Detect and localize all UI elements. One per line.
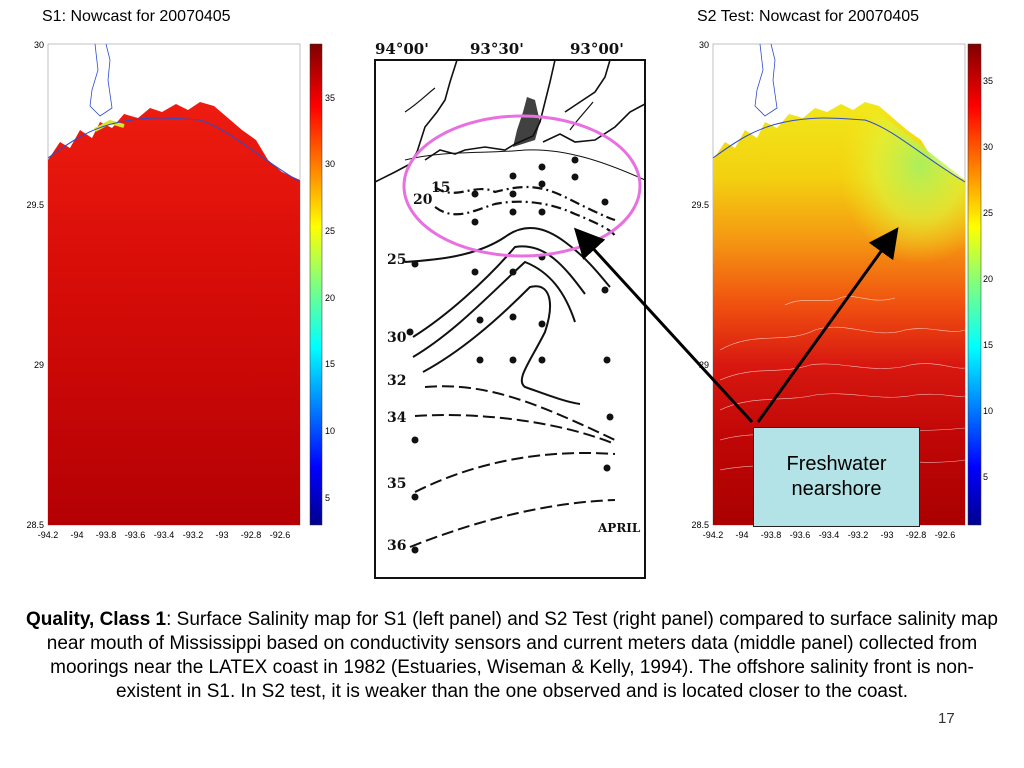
left-ytick: 30	[34, 40, 44, 50]
contour-label: 25	[387, 252, 406, 268]
right-colorbar-tick: 10	[983, 406, 993, 416]
contour-20	[434, 200, 617, 238]
contour-32b	[424, 385, 616, 441]
freshwater-nearshore-box: Freshwater nearshore	[753, 427, 920, 527]
lon-label: 94°00'	[375, 40, 429, 58]
arrow-to-right	[756, 227, 899, 423]
contour-label: 34	[387, 410, 407, 426]
contour-label: 35	[387, 476, 406, 492]
left-xtick: -93.6	[125, 530, 146, 540]
contour-32	[422, 285, 581, 405]
left-colorbar-tick: 35	[325, 93, 335, 103]
left-ytick: 28.5	[26, 520, 44, 530]
left-xtick: -93.2	[183, 530, 204, 540]
right-colorbar-tick: 25	[983, 208, 993, 218]
contour-36	[409, 499, 616, 548]
lon-label: 93°30'	[470, 40, 524, 58]
left-colorbar-tick: 15	[325, 359, 335, 369]
right-colorbar-tick: 30	[983, 142, 993, 152]
right-xtick: -94	[735, 530, 748, 540]
right-xtick: -93.6	[790, 530, 811, 540]
right-ytick: 29.5	[691, 200, 709, 210]
lon-label: 93°00'	[570, 40, 624, 58]
right-xtick: -93	[880, 530, 893, 540]
arrow-to-middle	[573, 227, 754, 424]
contour-label: 20	[413, 192, 433, 208]
contour-label: 15	[431, 180, 450, 196]
right-colorbar-tick: 5	[983, 472, 988, 482]
left-ytick: 29	[34, 360, 44, 370]
contour-label: 30	[387, 330, 407, 346]
contour-30a	[412, 245, 586, 338]
right-ytick: 30	[699, 40, 709, 50]
right-coastline	[712, 117, 966, 183]
right-ytick: 29	[699, 360, 709, 370]
right-xtick: -93.8	[761, 530, 782, 540]
left-xtick: -92.8	[241, 530, 262, 540]
left-xtick: -94	[70, 530, 83, 540]
right-ytick: 28.5	[691, 520, 709, 530]
delta-shape	[513, 97, 540, 147]
right-river	[754, 43, 778, 117]
left-xtick: -93	[215, 530, 228, 540]
left-xtick: -93.4	[154, 530, 175, 540]
contour-15	[434, 185, 616, 222]
left-ytick: 29.5	[26, 200, 44, 210]
right-xtick: -93.4	[819, 530, 840, 540]
slide-number: 17	[938, 710, 955, 727]
left-xtick: -92.6	[270, 530, 291, 540]
highlight-ellipse	[402, 114, 642, 258]
contour-25	[404, 226, 611, 288]
left-colorbar-tick: 20	[325, 293, 335, 303]
left-river	[89, 43, 113, 117]
right-xtick: -93.2	[848, 530, 869, 540]
right-xtick: -92.8	[906, 530, 927, 540]
left-salinity-field	[48, 102, 300, 525]
left-coastline	[47, 117, 301, 183]
shelf-line	[404, 149, 646, 181]
right-colorbar-tick: 35	[983, 76, 993, 86]
mooring-dots	[406, 156, 614, 554]
left-colorbar	[309, 43, 323, 526]
left-colorbar-tick: 5	[325, 493, 330, 503]
contour-34	[414, 414, 616, 445]
right-colorbar-tick: 15	[983, 340, 993, 350]
left-colorbar-tick: 25	[325, 226, 335, 236]
figure-caption: Quality, Class 1: Surface Salinity map f…	[20, 608, 1004, 704]
contour-30b	[412, 260, 576, 358]
box-line-1: Freshwater	[786, 453, 887, 475]
right-xtick: -92.6	[935, 530, 956, 540]
caption-bold: Quality, Class 1	[26, 609, 167, 630]
right-xtick: -94.2	[703, 530, 724, 540]
left-panel-title: S1: Nowcast for 20070405	[42, 8, 231, 25]
left-colorbar-tick: 30	[325, 159, 335, 169]
river-line	[404, 87, 436, 113]
right-colorbar-tick: 20	[983, 274, 993, 284]
month-label: APRIL	[597, 521, 641, 535]
left-colorbar-tick: 10	[325, 426, 335, 436]
right-colorbar	[967, 43, 982, 526]
left-xtick: -93.8	[96, 530, 117, 540]
contour-label: 36	[387, 538, 406, 554]
caption-text: : Surface Salinity map for S1 (left pane…	[46, 609, 998, 702]
left-salinity-map: 30 29.5 29 28.5 -94.2 -94 -93.8 -93.6 -9…	[26, 40, 335, 540]
contour-label: 32	[387, 373, 406, 389]
right-fresh-plume	[785, 110, 965, 330]
middle-scanned-map: 94°00' 93°30' 93°00' 15 20 25 30 32 34 3…	[374, 40, 646, 579]
coastline	[374, 59, 646, 183]
left-xtick: -94.2	[38, 530, 59, 540]
contour-35	[414, 452, 616, 493]
right-panel-title: S2 Test: Nowcast for 20070405	[697, 8, 920, 25]
box-line-2: nearshore	[791, 478, 882, 500]
river-line	[569, 101, 594, 131]
